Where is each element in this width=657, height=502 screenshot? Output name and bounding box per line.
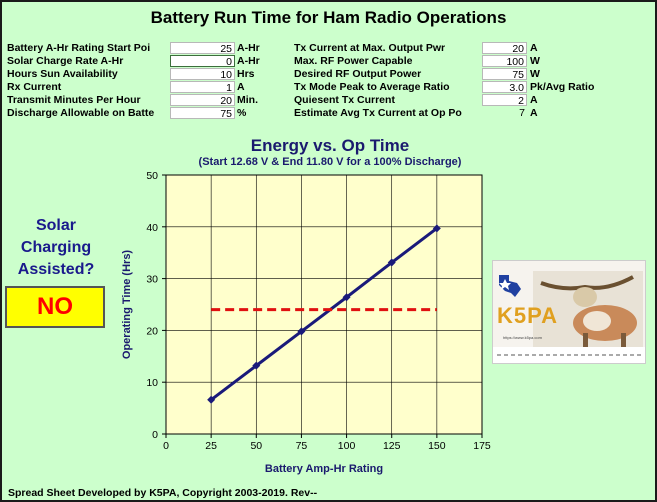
solar-question: Solar Charging Assisted? xyxy=(6,215,106,281)
max-rf-power-cell[interactable]: 100 xyxy=(482,55,527,68)
y-axis-label: Operating Time (Hrs) xyxy=(121,250,133,360)
page-title: Battery Run Time for Ham Radio Operation… xyxy=(150,8,507,27)
solar-charge-cell[interactable]: 0 xyxy=(170,55,235,68)
quiescent-current-cell[interactable]: 2 xyxy=(482,94,527,107)
desired-rf-power-cell[interactable]: 75 xyxy=(482,68,527,81)
param-label: Desired RF Output Power xyxy=(294,68,422,80)
data-point xyxy=(207,395,216,404)
x-tick-label: 100 xyxy=(338,440,356,452)
param-label: Tx Mode Peak to Average Ratio xyxy=(294,81,450,93)
param-label: Estimate Avg Tx Current at Op Po xyxy=(294,107,462,119)
solar-question-line: Charging xyxy=(20,239,92,256)
param-label: Tx Current at Max. Output Pwr xyxy=(294,42,446,54)
data-point xyxy=(387,258,396,267)
param-label: Quiesent Tx Current xyxy=(294,94,395,106)
data-point xyxy=(342,293,351,302)
param-label: Battery A-Hr Rating Start Poi xyxy=(7,42,151,54)
param-unit: Pk/Avg Ratio xyxy=(530,81,595,93)
logo-caption: https://www.k5pa.com xyxy=(503,335,542,340)
discharge-cell[interactable]: 75 xyxy=(170,107,235,120)
x-tick-label: 25 xyxy=(205,440,217,452)
avg-tx-current-value: 7 xyxy=(519,107,525,119)
param-unit: A xyxy=(530,107,538,119)
x-tick-label: 125 xyxy=(383,440,401,452)
x-tick-label: 50 xyxy=(250,440,262,452)
x-tick-label: 0 xyxy=(163,440,169,452)
solar-question-line: Solar xyxy=(35,217,76,234)
param-unit: A xyxy=(530,42,538,54)
param-unit: % xyxy=(237,107,247,119)
y-tick-label: 40 xyxy=(146,222,158,234)
solar-question-line: Assisted? xyxy=(17,261,95,278)
y-tick-label: 30 xyxy=(146,274,158,286)
x-tick-label: 75 xyxy=(296,440,308,452)
series-line xyxy=(210,227,438,402)
param-unit: A xyxy=(237,81,245,93)
y-tick-label: 0 xyxy=(152,429,158,441)
y-tick-label: 20 xyxy=(146,325,158,337)
sun-hours-cell[interactable]: 10 xyxy=(170,68,235,81)
param-label: Solar Charge Rate A-Hr xyxy=(7,55,124,67)
data-point xyxy=(432,224,441,233)
tx-minutes-cell[interactable]: 20 xyxy=(170,94,235,107)
plot-area xyxy=(165,174,483,435)
tx-current-cell[interactable]: 20 xyxy=(482,42,527,55)
param-unit: W xyxy=(530,55,540,67)
param-unit: Hrs xyxy=(237,68,255,80)
solar-answer-box: NO xyxy=(5,286,105,328)
param-label: Max. RF Power Capable xyxy=(294,55,413,67)
rx-current-cell[interactable]: 1 xyxy=(170,81,235,94)
chart-title: Energy vs. Op Time xyxy=(250,136,410,155)
x-tick-label: 150 xyxy=(428,440,446,452)
data-point xyxy=(252,361,261,370)
data-point xyxy=(297,327,306,336)
y-tick-label: 50 xyxy=(146,170,158,182)
param-label: Rx Current xyxy=(7,81,62,93)
logo-callsign: K5PA xyxy=(497,303,559,328)
y-tick-label: 10 xyxy=(146,377,158,389)
param-label: Hours Sun Availability xyxy=(7,68,118,80)
x-axis-label: Battery Amp-Hr Rating xyxy=(265,463,383,475)
x-tick-label: 175 xyxy=(473,440,491,452)
footer-credit: Spread Sheet Developed by K5PA, Copyrigh… xyxy=(8,487,318,499)
longhorn-logo-image xyxy=(493,261,645,363)
peak-avg-ratio-cell[interactable]: 3.0 xyxy=(482,81,527,94)
param-unit: A-Hr xyxy=(237,55,260,67)
param-unit: A xyxy=(530,94,538,106)
k5pa-logo: K5PA https://www.k5pa.com xyxy=(492,260,646,364)
param-label: Transmit Minutes Per Hour xyxy=(7,94,141,106)
param-unit: Min. xyxy=(237,94,258,106)
param-unit: A-Hr xyxy=(237,42,260,54)
param-label: Discharge Allowable on Batte xyxy=(7,107,155,119)
param-unit: W xyxy=(530,68,540,80)
battery-ahr-cell[interactable]: 25 xyxy=(170,42,235,55)
chart-subtitle: (Start 12.68 V & End 11.80 V for a 100% … xyxy=(198,156,462,168)
